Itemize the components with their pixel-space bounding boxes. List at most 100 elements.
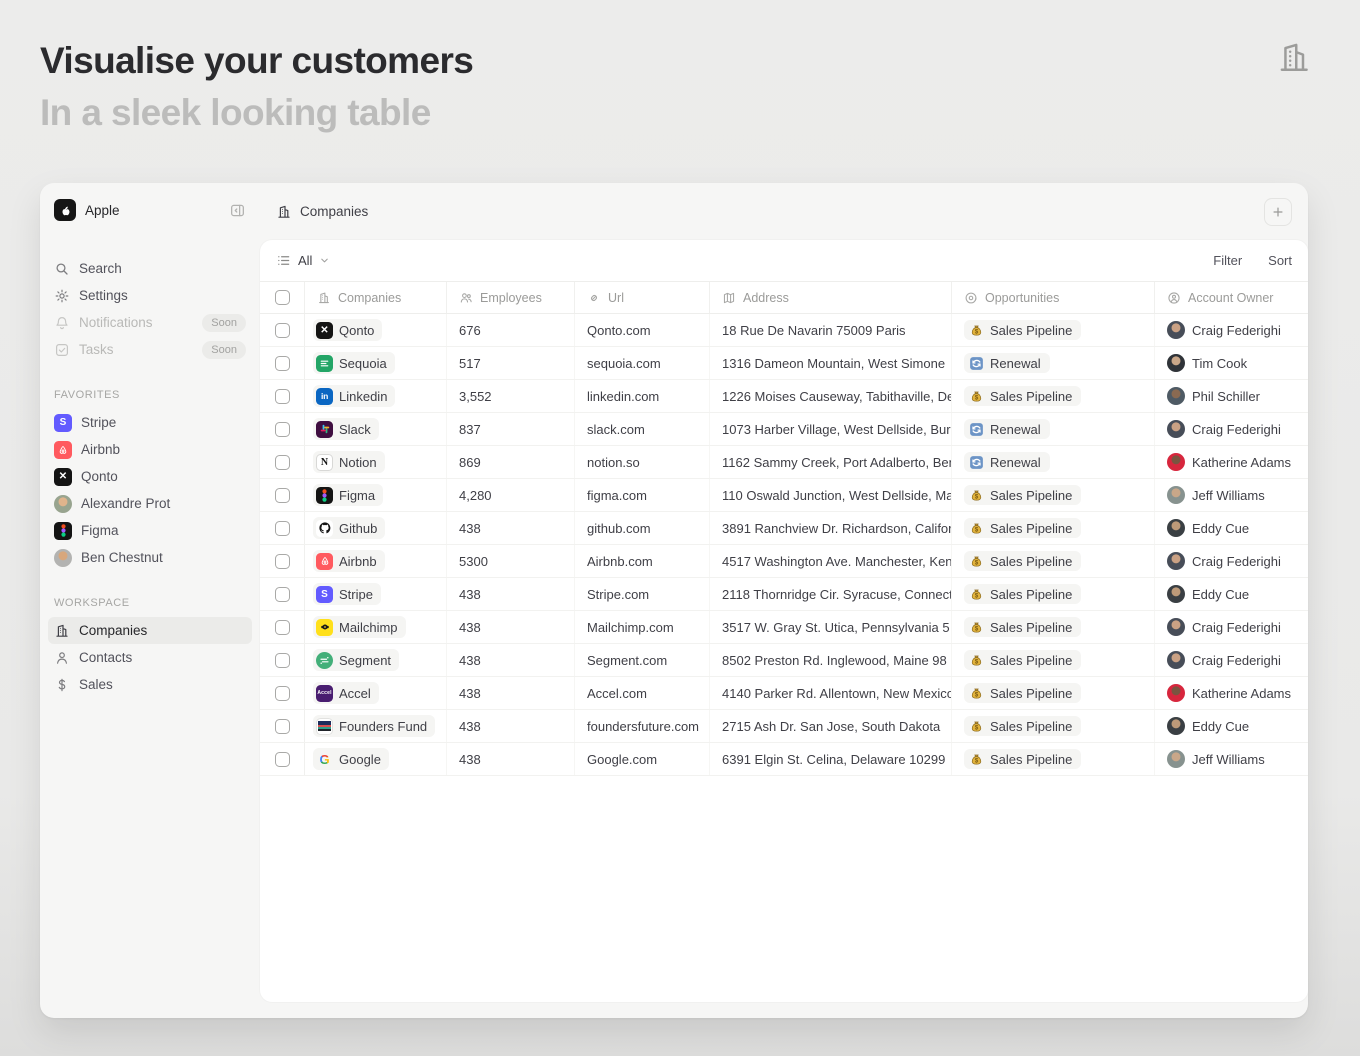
- account-owner-cell[interactable]: Craig Federighi: [1155, 314, 1308, 346]
- address-cell[interactable]: 1073 Harber Village, West Dellside, Buru…: [710, 413, 952, 445]
- row-checkbox[interactable]: [274, 619, 290, 635]
- employees-cell[interactable]: 869: [447, 446, 575, 478]
- opportunities-cell[interactable]: $ Sales Pipeline: [952, 710, 1155, 742]
- url-cell[interactable]: figma.com: [575, 479, 710, 511]
- table-row[interactable]: Github 438 github.com 3891 Ranchview Dr. Ri…: [260, 512, 1308, 545]
- employees-cell[interactable]: 438: [447, 644, 575, 676]
- table-row[interactable]: Airbnb 5300 Airbnb.com 4517 Washington Ave.…: [260, 545, 1308, 578]
- url-cell[interactable]: Accel.com: [575, 677, 710, 709]
- account-owner-cell[interactable]: Tim Cook: [1155, 347, 1308, 379]
- account-owner-cell[interactable]: Eddy Cue: [1155, 578, 1308, 610]
- company-chip[interactable]: G Google: [313, 748, 389, 770]
- account-owner-cell[interactable]: Jeff Williams: [1155, 743, 1308, 775]
- company-chip[interactable]: in Linkedin: [313, 385, 396, 407]
- table-row[interactable]: Mailchimp 438 Mailchimp.com 3517 W. Gray St…: [260, 611, 1308, 644]
- favorite-item-figma[interactable]: Figma: [48, 517, 252, 544]
- column-header-account-owner[interactable]: Account Owner: [1155, 282, 1308, 313]
- account-owner-cell[interactable]: Katherine Adams: [1155, 446, 1308, 478]
- employees-cell[interactable]: 438: [447, 710, 575, 742]
- employees-cell[interactable]: 438: [447, 578, 575, 610]
- employees-cell[interactable]: 3,552: [447, 380, 575, 412]
- account-owner-cell[interactable]: Craig Federighi: [1155, 545, 1308, 577]
- employees-cell[interactable]: 5300: [447, 545, 575, 577]
- sidebar-item-settings[interactable]: Settings: [48, 282, 252, 309]
- company-chip[interactable]: Mailchimp: [313, 616, 406, 638]
- favorite-item-ben-chestnut[interactable]: Ben Chestnut: [48, 544, 252, 571]
- opportunities-cell[interactable]: Renewal: [952, 446, 1155, 478]
- employees-cell[interactable]: 4,280: [447, 479, 575, 511]
- opportunities-cell[interactable]: $ Sales Pipeline: [952, 677, 1155, 709]
- address-cell[interactable]: 18 Rue De Navarin 75009 Paris: [710, 314, 952, 346]
- opportunity-chip[interactable]: $ Sales Pipeline: [964, 716, 1082, 736]
- address-cell[interactable]: 1316 Dameon Mountain, West Simone: [710, 347, 952, 379]
- row-checkbox[interactable]: [274, 520, 290, 536]
- opportunities-cell[interactable]: $ Sales Pipeline: [952, 644, 1155, 676]
- row-checkbox[interactable]: [274, 751, 290, 767]
- table-row[interactable]: N Notion 869 notion.so 1162 Sammy Creek, Por…: [260, 446, 1308, 479]
- row-checkbox[interactable]: [274, 388, 290, 404]
- opportunities-cell[interactable]: $ Sales Pipeline: [952, 479, 1155, 511]
- column-header-companies[interactable]: Companies: [305, 282, 447, 313]
- table-row[interactable]: S Stripe 438 Stripe.com 2118 Thornridge Cir.…: [260, 578, 1308, 611]
- opportunities-cell[interactable]: $ Sales Pipeline: [952, 743, 1155, 775]
- sidebar-collapse-icon[interactable]: [229, 202, 246, 219]
- opportunity-chip[interactable]: $ Sales Pipeline: [964, 617, 1082, 637]
- url-cell[interactable]: notion.so: [575, 446, 710, 478]
- opportunities-cell[interactable]: $ Sales Pipeline: [952, 611, 1155, 643]
- opportunity-chip[interactable]: $ Sales Pipeline: [964, 650, 1082, 670]
- company-chip[interactable]: Founders Fund: [313, 715, 436, 737]
- opportunities-cell[interactable]: $ Sales Pipeline: [952, 380, 1155, 412]
- url-cell[interactable]: foundersfuture.com: [575, 710, 710, 742]
- employees-cell[interactable]: 837: [447, 413, 575, 445]
- address-cell[interactable]: 1162 Sammy Creek, Port Adalberto, Benin: [710, 446, 952, 478]
- favorite-item-qonto[interactable]: ✕ Qonto: [48, 463, 252, 490]
- table-row[interactable]: Founders Fund 438 foundersfuture.com 2715 A…: [260, 710, 1308, 743]
- url-cell[interactable]: Mailchimp.com: [575, 611, 710, 643]
- opportunity-chip[interactable]: Renewal: [964, 419, 1050, 439]
- table-row[interactable]: G Google 438 Google.com 6391 Elgin St. Celin…: [260, 743, 1308, 776]
- opportunities-cell[interactable]: $ Sales Pipeline: [952, 578, 1155, 610]
- address-cell[interactable]: 2715 Ash Dr. San Jose, South Dakota: [710, 710, 952, 742]
- row-checkbox[interactable]: [274, 454, 290, 470]
- employees-cell[interactable]: 517: [447, 347, 575, 379]
- favorite-item-alexandre-prot[interactable]: Alexandre Prot: [48, 490, 252, 517]
- account-owner-cell[interactable]: Craig Federighi: [1155, 644, 1308, 676]
- employees-cell[interactable]: 676: [447, 314, 575, 346]
- add-button[interactable]: [1264, 197, 1292, 226]
- row-checkbox[interactable]: [274, 586, 290, 602]
- address-cell[interactable]: 4517 Washington Ave. Manchester, Kentuck…: [710, 545, 952, 577]
- company-chip[interactable]: N Notion: [313, 451, 385, 473]
- url-cell[interactable]: Stripe.com: [575, 578, 710, 610]
- account-owner-cell[interactable]: Eddy Cue: [1155, 710, 1308, 742]
- row-checkbox[interactable]: [274, 355, 290, 371]
- opportunity-chip[interactable]: $ Sales Pipeline: [964, 551, 1082, 571]
- table-row[interactable]: in Linkedin 3,552 linkedin.com 1226 Moises C…: [260, 380, 1308, 413]
- account-owner-cell[interactable]: Phil Schiller: [1155, 380, 1308, 412]
- opportunities-cell[interactable]: $ Sales Pipeline: [952, 512, 1155, 544]
- company-chip[interactable]: Figma: [313, 484, 384, 506]
- sidebar-item-companies[interactable]: Companies: [48, 617, 252, 644]
- company-chip[interactable]: Segment: [313, 649, 400, 671]
- table-row[interactable]: Sequoia 517 sequoia.com 1316 Dameon Mountai…: [260, 347, 1308, 380]
- table-row[interactable]: ✕ Qonto 676 Qonto.com 18 Rue De Navarin 7500…: [260, 314, 1308, 347]
- row-checkbox[interactable]: [274, 553, 290, 569]
- column-header-opportunities[interactable]: Opportunities: [952, 282, 1155, 313]
- sidebar-item-sales[interactable]: Sales: [48, 671, 252, 698]
- view-switcher[interactable]: All: [276, 253, 330, 268]
- url-cell[interactable]: github.com: [575, 512, 710, 544]
- company-chip[interactable]: Sequoia: [313, 352, 395, 374]
- column-header-url[interactable]: Url: [575, 282, 710, 313]
- opportunity-chip[interactable]: $ Sales Pipeline: [964, 320, 1082, 340]
- row-checkbox[interactable]: [274, 322, 290, 338]
- filter-button[interactable]: Filter: [1213, 253, 1243, 268]
- url-cell[interactable]: slack.com: [575, 413, 710, 445]
- address-cell[interactable]: 110 Oswald Junction, West Dellside, Main…: [710, 479, 952, 511]
- opportunity-chip[interactable]: $ Sales Pipeline: [964, 584, 1082, 604]
- company-chip[interactable]: S Stripe: [313, 583, 381, 605]
- sort-button[interactable]: Sort: [1268, 253, 1292, 268]
- opportunity-chip[interactable]: $ Sales Pipeline: [964, 683, 1082, 703]
- row-checkbox[interactable]: [274, 421, 290, 437]
- sidebar-item-search[interactable]: Search: [48, 255, 252, 282]
- company-chip[interactable]: Airbnb: [313, 550, 385, 572]
- url-cell[interactable]: Google.com: [575, 743, 710, 775]
